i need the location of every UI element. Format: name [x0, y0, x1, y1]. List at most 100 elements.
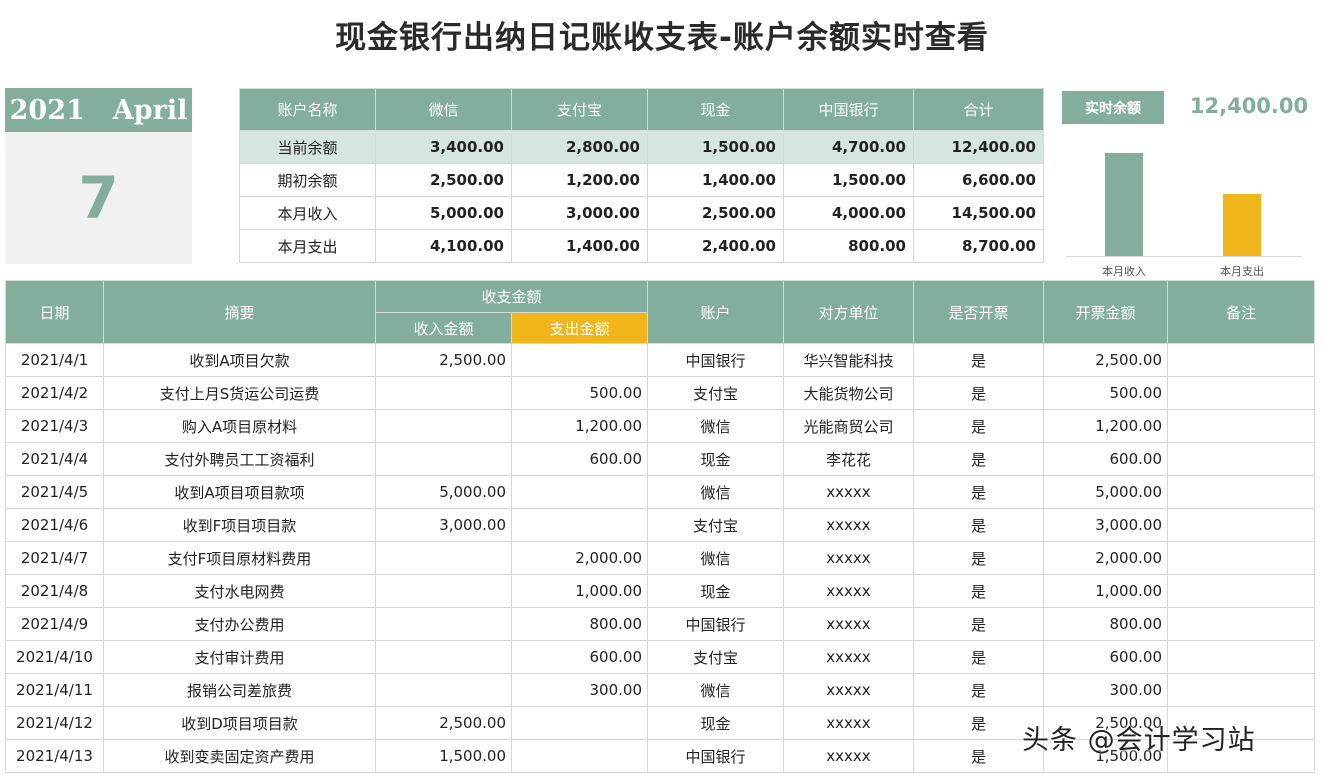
table-cell[interactable]: 是 [913, 673, 1044, 707]
table-cell[interactable]: 500.00 [1043, 376, 1168, 410]
table-cell[interactable]: 500.00 [511, 376, 648, 410]
table-cell[interactable]: 2021/4/5 [5, 475, 104, 509]
table-cell[interactable] [1167, 607, 1315, 641]
table-cell[interactable]: 2021/4/10 [5, 640, 104, 674]
table-cell[interactable]: 1,200.00 [1043, 409, 1168, 443]
table-cell[interactable] [1167, 574, 1315, 608]
summary-cell[interactable]: 8,700.00 [913, 229, 1044, 263]
table-cell[interactable]: 是 [913, 706, 1044, 740]
table-cell[interactable] [375, 376, 512, 410]
summary-header-cell[interactable]: 现金 [647, 88, 784, 131]
table-cell[interactable]: 大能货物公司 [783, 376, 914, 410]
table-cell[interactable]: 1,200.00 [511, 409, 648, 443]
table-cell[interactable]: 是 [913, 409, 1044, 443]
table-cell[interactable] [375, 574, 512, 608]
col-header-summary[interactable]: 摘要 [103, 280, 376, 344]
table-cell[interactable]: 支付宝 [647, 508, 784, 542]
table-cell[interactable]: 800.00 [511, 607, 648, 641]
table-cell[interactable] [375, 673, 512, 707]
summary-cell[interactable]: 6,600.00 [913, 163, 1044, 197]
table-cell[interactable]: 5,000.00 [1043, 475, 1168, 509]
table-cell[interactable] [1167, 541, 1315, 575]
table-cell[interactable]: 是 [913, 442, 1044, 476]
table-cell[interactable] [1167, 376, 1315, 410]
summary-header-cell[interactable]: 微信 [375, 88, 512, 131]
table-cell[interactable] [375, 607, 512, 641]
table-cell[interactable]: 支付宝 [647, 640, 784, 674]
summary-row-label[interactable]: 本月收入 [239, 196, 376, 230]
table-cell[interactable]: 600.00 [511, 640, 648, 674]
summary-row-label[interactable]: 期初余额 [239, 163, 376, 197]
table-cell[interactable]: 是 [913, 607, 1044, 641]
table-cell[interactable]: 华兴智能科技 [783, 343, 914, 377]
col-header-counterparty[interactable]: 对方单位 [783, 280, 914, 344]
col-header-invoice-amount[interactable]: 开票金额 [1043, 280, 1168, 344]
table-cell[interactable]: 现金 [647, 706, 784, 740]
table-cell[interactable]: 2021/4/9 [5, 607, 104, 641]
col-header-amount-group[interactable]: 收支金额 [375, 280, 648, 313]
table-cell[interactable]: 现金 [647, 442, 784, 476]
table-cell[interactable] [375, 409, 512, 443]
table-cell[interactable]: 支付上月S货运公司运费 [103, 376, 376, 410]
table-cell[interactable]: 2021/4/7 [5, 541, 104, 575]
table-cell[interactable]: 1,000.00 [511, 574, 648, 608]
summary-cell[interactable]: 800.00 [783, 229, 914, 263]
table-cell[interactable]: xxxxx [783, 640, 914, 674]
table-cell[interactable] [1167, 442, 1315, 476]
table-cell[interactable]: xxxxx [783, 673, 914, 707]
summary-header-cell[interactable]: 支付宝 [511, 88, 648, 131]
table-cell[interactable]: 是 [913, 376, 1044, 410]
table-cell[interactable]: 2021/4/13 [5, 739, 104, 773]
table-cell[interactable]: 5,000.00 [375, 475, 512, 509]
table-cell[interactable]: xxxxx [783, 607, 914, 641]
table-cell[interactable]: 是 [913, 640, 1044, 674]
table-cell[interactable]: 支付审计费用 [103, 640, 376, 674]
table-cell[interactable]: 是 [913, 508, 1044, 542]
table-cell[interactable]: 收到A项目欠款 [103, 343, 376, 377]
summary-cell[interactable]: 4,700.00 [783, 130, 914, 164]
table-cell[interactable]: 微信 [647, 409, 784, 443]
table-cell[interactable]: 是 [913, 541, 1044, 575]
table-cell[interactable]: 1,000.00 [1043, 574, 1168, 608]
table-cell[interactable]: 2021/4/1 [5, 343, 104, 377]
table-cell[interactable]: 购入A项目原材料 [103, 409, 376, 443]
table-cell[interactable]: 支付F项目原材料费用 [103, 541, 376, 575]
summary-cell[interactable]: 2,400.00 [647, 229, 784, 263]
table-cell[interactable]: 收到变卖固定资产费用 [103, 739, 376, 773]
table-cell[interactable]: 2021/4/6 [5, 508, 104, 542]
col-header-income[interactable]: 收入金额 [375, 312, 512, 344]
table-cell[interactable]: xxxxx [783, 574, 914, 608]
summary-cell[interactable]: 5,000.00 [375, 196, 512, 230]
table-cell[interactable] [1167, 706, 1315, 740]
table-cell[interactable] [375, 442, 512, 476]
table-cell[interactable]: xxxxx [783, 706, 914, 740]
summary-cell[interactable]: 1,400.00 [647, 163, 784, 197]
table-cell[interactable]: 支付外聘员工工资福利 [103, 442, 376, 476]
summary-cell[interactable]: 12,400.00 [913, 130, 1044, 164]
table-cell[interactable]: 微信 [647, 541, 784, 575]
table-cell[interactable] [1167, 343, 1315, 377]
table-cell[interactable] [1167, 409, 1315, 443]
table-cell[interactable]: 中国银行 [647, 343, 784, 377]
table-cell[interactable]: 2021/4/3 [5, 409, 104, 443]
table-cell[interactable]: 2021/4/8 [5, 574, 104, 608]
col-header-date[interactable]: 日期 [5, 280, 104, 344]
table-cell[interactable]: 是 [913, 343, 1044, 377]
table-cell[interactable]: 收到F项目项目款 [103, 508, 376, 542]
table-cell[interactable]: 600.00 [1043, 442, 1168, 476]
table-cell[interactable] [511, 508, 648, 542]
table-cell[interactable]: 是 [913, 739, 1044, 773]
table-cell[interactable]: 李花花 [783, 442, 914, 476]
table-cell[interactable]: 2021/4/12 [5, 706, 104, 740]
summary-cell[interactable]: 14,500.00 [913, 196, 1044, 230]
table-cell[interactable]: 600.00 [1043, 640, 1168, 674]
summary-cell[interactable]: 1,400.00 [511, 229, 648, 263]
table-cell[interactable]: 2,500.00 [375, 706, 512, 740]
table-cell[interactable]: 1,500.00 [375, 739, 512, 773]
table-cell[interactable]: 2,000.00 [511, 541, 648, 575]
summary-cell[interactable]: 4,100.00 [375, 229, 512, 263]
summary-cell[interactable]: 1,500.00 [647, 130, 784, 164]
table-cell[interactable]: 收到A项目项目款项 [103, 475, 376, 509]
table-cell[interactable]: 收到D项目项目款 [103, 706, 376, 740]
table-cell[interactable]: 800.00 [1043, 607, 1168, 641]
